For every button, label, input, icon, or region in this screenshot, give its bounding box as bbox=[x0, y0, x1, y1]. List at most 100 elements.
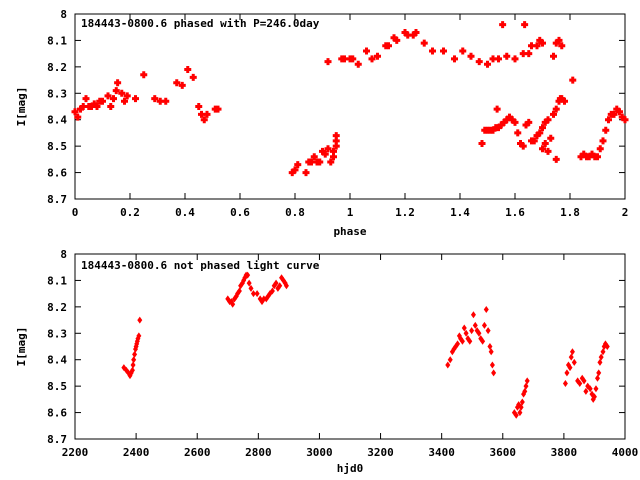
data-point bbox=[571, 358, 577, 366]
data-point bbox=[613, 105, 621, 113]
data-point bbox=[503, 116, 511, 124]
data-point bbox=[541, 118, 549, 126]
data-point bbox=[511, 118, 519, 126]
data-point bbox=[79, 103, 87, 110]
x-tick-label: 1.6 bbox=[505, 206, 525, 219]
data-point bbox=[489, 361, 495, 369]
data-point bbox=[368, 55, 376, 63]
data-point bbox=[475, 58, 483, 66]
data-point bbox=[316, 158, 324, 166]
data-point bbox=[495, 55, 502, 63]
data-point bbox=[324, 145, 332, 153]
data-point bbox=[587, 385, 593, 393]
x-tick-label: 2 bbox=[622, 206, 629, 219]
data-point bbox=[214, 105, 222, 113]
data-point bbox=[596, 369, 602, 377]
data-point bbox=[500, 118, 508, 126]
data-point bbox=[112, 87, 120, 95]
data-point bbox=[519, 398, 525, 406]
data-point bbox=[330, 147, 337, 155]
x-tick-label: 2200 bbox=[62, 446, 89, 459]
data-point bbox=[564, 369, 570, 377]
data-point bbox=[580, 150, 588, 158]
data-point bbox=[88, 103, 95, 110]
y-tick-label: 8 bbox=[60, 8, 67, 21]
data-point bbox=[330, 153, 337, 161]
chart-title: 184443-0800.6 not phased light curve bbox=[81, 259, 320, 272]
data-point bbox=[245, 271, 251, 279]
x-tick-label: 3200 bbox=[367, 446, 394, 459]
data-point bbox=[616, 108, 623, 116]
data-point bbox=[77, 105, 84, 113]
data-point bbox=[547, 134, 555, 142]
x-tick-label: 2400 bbox=[123, 446, 150, 459]
data-point bbox=[470, 311, 476, 319]
data-point bbox=[489, 126, 497, 134]
data-point bbox=[481, 321, 487, 329]
data-point bbox=[107, 103, 115, 110]
x-tick-label: 0.2 bbox=[120, 206, 140, 219]
data-point bbox=[131, 356, 137, 364]
y-tick-label: 8.3 bbox=[47, 327, 67, 340]
data-point bbox=[577, 153, 585, 161]
data-point bbox=[283, 282, 289, 290]
data-points bbox=[121, 271, 610, 419]
data-point bbox=[363, 47, 370, 55]
data-point bbox=[203, 110, 211, 118]
data-point bbox=[332, 132, 340, 140]
data-point bbox=[596, 145, 604, 153]
data-point bbox=[104, 92, 112, 100]
data-point bbox=[595, 374, 600, 382]
y-tick-label: 8.5 bbox=[47, 140, 67, 153]
data-point bbox=[132, 350, 138, 358]
x-tick-label: 2800 bbox=[245, 446, 272, 459]
x-tick-label: 4000 bbox=[612, 446, 639, 459]
data-point bbox=[499, 21, 507, 29]
data-point bbox=[288, 169, 296, 177]
data-point bbox=[567, 364, 573, 372]
data-point bbox=[552, 39, 560, 47]
plot-frame bbox=[74, 253, 626, 440]
data-point bbox=[480, 337, 486, 345]
data-point bbox=[530, 137, 538, 145]
y-axis-label: I[mag] bbox=[15, 87, 28, 127]
x-tick-label: 3800 bbox=[551, 446, 578, 459]
data-point bbox=[374, 52, 381, 60]
data-point bbox=[156, 97, 164, 105]
data-point bbox=[472, 321, 478, 329]
x-tick-label: 2600 bbox=[184, 446, 211, 459]
data-point bbox=[602, 126, 610, 134]
data-point bbox=[71, 108, 79, 116]
data-point bbox=[539, 145, 546, 153]
data-point bbox=[591, 393, 597, 401]
data-point bbox=[478, 140, 486, 147]
data-point bbox=[491, 369, 497, 377]
data-point bbox=[463, 329, 469, 337]
data-point bbox=[550, 52, 557, 60]
data-point bbox=[319, 147, 326, 155]
data-point bbox=[110, 95, 117, 103]
data-point bbox=[99, 97, 106, 105]
x-axis-label: phase bbox=[333, 225, 366, 238]
y-tick-label: 8.2 bbox=[47, 61, 67, 74]
data-point bbox=[533, 132, 541, 140]
y-tick-label: 8.1 bbox=[47, 34, 67, 47]
data-point bbox=[123, 92, 131, 100]
y-tick-label: 8.4 bbox=[47, 354, 67, 367]
data-point bbox=[483, 306, 489, 313]
data-point bbox=[429, 47, 436, 55]
x-axis-ticks: 2200 2400 2600 2800 3000 3200 3400 3600 3800 4000 bbox=[62, 254, 639, 459]
data-point bbox=[544, 147, 552, 155]
data-point bbox=[401, 29, 409, 36]
data-point bbox=[246, 279, 252, 287]
data-point bbox=[130, 361, 136, 369]
data-point bbox=[569, 348, 575, 356]
x-tick-label: 0 bbox=[72, 206, 79, 219]
data-point bbox=[236, 287, 242, 295]
data-point bbox=[541, 140, 549, 147]
data-point bbox=[621, 116, 629, 124]
data-point bbox=[459, 47, 467, 55]
x-tick-label: 0.6 bbox=[230, 206, 250, 219]
data-point bbox=[467, 52, 475, 60]
